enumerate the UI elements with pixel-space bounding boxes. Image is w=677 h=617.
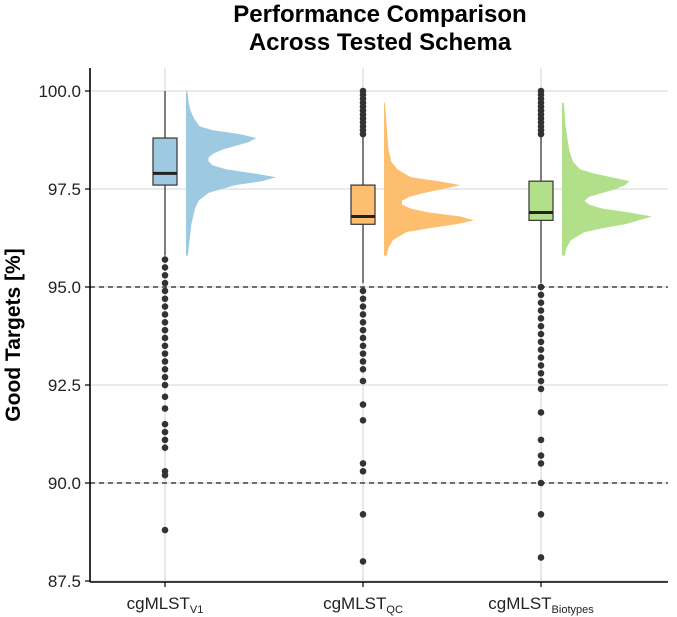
- chart-title-line-1: Performance Comparison: [233, 1, 526, 28]
- outlier-point: [161, 303, 169, 310]
- outlier-point: [537, 283, 545, 291]
- x-category-label: cgMLSTQC: [323, 594, 403, 616]
- x-category-label: cgMLSTV1: [127, 594, 204, 616]
- outlier-point: [161, 471, 169, 479]
- outlier-point: [359, 401, 367, 408]
- box-iqr: [152, 137, 178, 186]
- outlier-point: [537, 346, 545, 354]
- chart-title-line-2: Across Tested Schema: [249, 29, 512, 56]
- outlier-point: [359, 130, 367, 138]
- density-half-violin: [562, 102, 652, 256]
- outlier-point: [161, 428, 169, 436]
- box-iqr: [528, 180, 554, 221]
- outlier-point: [537, 291, 545, 299]
- outlier-point: [161, 526, 169, 534]
- outlier-point: [537, 377, 545, 385]
- outlier-point: [359, 511, 367, 518]
- outlier-point: [359, 416, 367, 424]
- outlier-point: [359, 350, 367, 357]
- outlier-point: [359, 366, 367, 373]
- series-group: [528, 87, 652, 561]
- outlier-point: [537, 299, 545, 306]
- outlier-point: [359, 287, 367, 295]
- density-half-violin: [186, 91, 276, 256]
- outlier-point: [537, 130, 545, 138]
- outlier-point: [359, 377, 367, 385]
- outlier-point: [359, 460, 367, 467]
- y-axis-label: Good Targets [%]: [2, 248, 25, 421]
- outlier-point: [161, 381, 169, 389]
- outlier-point: [359, 358, 367, 365]
- series-group: [350, 87, 474, 565]
- outlier-point: [537, 338, 545, 346]
- series-group: [152, 91, 276, 534]
- outlier-point: [161, 342, 169, 350]
- outlier-point: [537, 362, 545, 369]
- x-category-name: cgMLST: [488, 594, 551, 613]
- outlier-point: [161, 436, 169, 444]
- y-tick-label: 92.5: [48, 376, 81, 395]
- box-iqr: [350, 184, 376, 225]
- outlier-point: [359, 334, 367, 342]
- outlier-point: [359, 558, 367, 565]
- outlier-point: [359, 342, 367, 350]
- plot-layer: [152, 87, 652, 565]
- outlier-point: [359, 295, 367, 303]
- outlier-point: [537, 554, 545, 561]
- y-tick-label: 95.0: [48, 278, 81, 297]
- x-category-subscript: QC: [386, 604, 403, 616]
- outlier-point: [537, 307, 545, 314]
- outlier-point: [161, 264, 169, 271]
- outlier-point: [161, 256, 169, 263]
- outlier-point: [537, 322, 545, 330]
- outlier-point: [537, 460, 545, 467]
- outlier-point: [359, 311, 367, 318]
- outlier-point: [161, 279, 169, 287]
- outlier-point: [161, 295, 169, 303]
- y-tick-label: 90.0: [48, 474, 81, 493]
- x-category-label: cgMLSTBiotypes: [488, 594, 594, 616]
- outlier-point: [161, 444, 169, 452]
- outlier-point: [161, 271, 169, 279]
- outlier-point: [359, 467, 367, 475]
- outlier-point: [537, 511, 545, 518]
- x-category-name: cgMLST: [323, 594, 386, 613]
- outlier-point: [161, 420, 169, 428]
- x-category-name: cgMLST: [127, 594, 190, 613]
- outlier-point: [161, 366, 169, 373]
- outlier-point: [161, 393, 169, 401]
- outlier-point: [161, 334, 169, 342]
- outlier-point: [161, 318, 169, 326]
- outlier-point: [537, 330, 545, 338]
- outlier-point: [537, 315, 545, 322]
- outlier-point: [161, 350, 169, 357]
- outlier-point: [161, 311, 169, 318]
- outlier-point: [161, 405, 169, 412]
- y-tick-label: 100.0: [38, 82, 81, 101]
- y-tick-label: 97.5: [48, 180, 81, 199]
- outlier-point: [161, 326, 169, 334]
- outlier-point: [359, 303, 367, 310]
- x-category-subscript: V1: [190, 604, 203, 616]
- outlier-point: [537, 479, 545, 487]
- outlier-point: [537, 436, 545, 444]
- outlier-point: [537, 354, 545, 361]
- reference-lines: [90, 286, 668, 484]
- y-tick-label: 87.5: [48, 572, 81, 591]
- outlier-point: [537, 452, 545, 459]
- outlier-point: [359, 318, 367, 326]
- outlier-point: [161, 358, 169, 365]
- outlier-point: [161, 287, 169, 295]
- outlier-point: [359, 326, 367, 334]
- density-half-violin: [384, 102, 474, 256]
- outlier-point: [537, 409, 545, 416]
- outlier-point: [537, 369, 545, 377]
- outlier-point: [161, 373, 169, 381]
- outlier-point: [537, 385, 545, 393]
- x-category-subscript: Biotypes: [552, 604, 595, 616]
